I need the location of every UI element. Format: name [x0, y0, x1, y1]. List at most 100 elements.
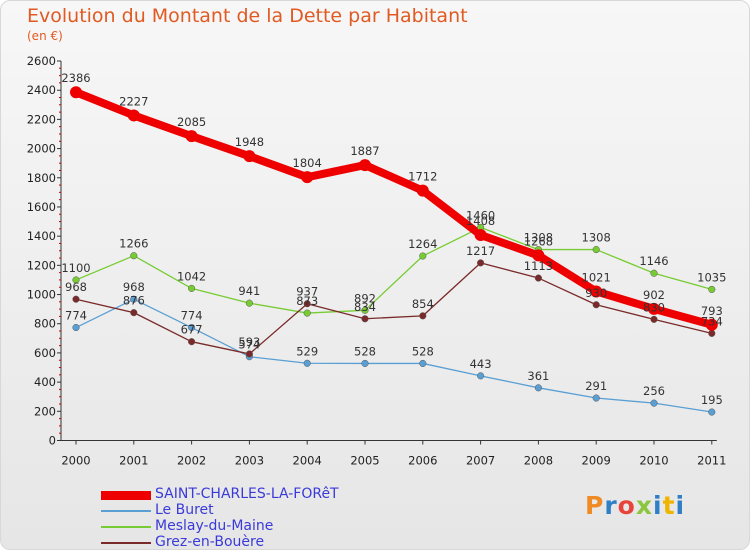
x-tick-label: 2010 — [639, 454, 668, 468]
data-point — [419, 359, 427, 367]
data-label: 774 — [65, 309, 87, 323]
series-line — [75, 226, 713, 314]
data-point — [708, 285, 716, 293]
data-point — [532, 249, 545, 262]
data-label: 1100 — [61, 261, 90, 275]
data-label: 528 — [354, 344, 376, 358]
data-point — [72, 276, 80, 284]
data-label: 1948 — [235, 135, 264, 149]
data-point — [650, 269, 658, 277]
data-label: 968 — [65, 280, 87, 294]
data-labels: 774 968 774 574 529 528 528 443 361 291 256 195 1100… — [61, 71, 726, 407]
y-tick-label: 1800 — [27, 171, 56, 185]
data-label: 834 — [354, 300, 376, 314]
data-label: 528 — [412, 344, 434, 358]
legend-swatch — [101, 542, 151, 544]
data-label: 1712 — [408, 170, 437, 184]
data-point — [590, 285, 603, 298]
data-point — [534, 384, 542, 392]
data-label: 529 — [296, 344, 318, 358]
data-point — [303, 309, 311, 317]
logo-letter: t — [662, 491, 676, 520]
x-tick-label: 2000 — [61, 454, 90, 468]
series-points — [70, 86, 718, 416]
data-point — [592, 301, 600, 309]
y-tick-label: 2600 — [27, 54, 56, 68]
x-tick-label: 2001 — [119, 454, 148, 468]
legend-swatch — [101, 510, 151, 512]
chart-title: Evolution du Montant de la Dette par Hab… — [27, 5, 468, 27]
logo-letter: r — [604, 491, 618, 520]
series-line — [75, 262, 713, 355]
x-tick-label: 2005 — [350, 454, 379, 468]
data-point — [419, 312, 427, 320]
data-point — [477, 372, 485, 380]
legend-label: Grez-en-Bouère — [155, 534, 265, 550]
data-point — [72, 295, 80, 303]
data-point — [245, 350, 253, 358]
data-label: 1113 — [524, 259, 553, 273]
data-point — [301, 171, 314, 184]
data-label: 854 — [412, 297, 434, 311]
data-point — [534, 274, 542, 282]
data-label: 2085 — [177, 115, 206, 129]
data-label: 443 — [470, 357, 492, 371]
proxiti-logo: Proxiti — [585, 491, 685, 520]
data-label: 1804 — [293, 156, 322, 170]
data-point — [708, 329, 716, 337]
y-tick-label: 2200 — [27, 112, 56, 126]
data-label: 1308 — [524, 231, 553, 245]
y-tick-label: 400 — [34, 375, 56, 389]
legend-swatch — [101, 490, 151, 500]
data-point — [416, 184, 429, 197]
data-label: 937 — [296, 285, 318, 299]
data-label: 876 — [123, 294, 145, 308]
data-point — [359, 159, 371, 172]
x-tick-label: 2003 — [235, 454, 264, 468]
logo-letter: P — [585, 491, 605, 520]
data-label: 774 — [181, 309, 203, 323]
data-label: 2227 — [119, 94, 148, 108]
legend-swatch — [101, 526, 151, 528]
data-point — [70, 86, 82, 99]
y-tick-label: 600 — [34, 346, 56, 360]
data-point — [650, 315, 658, 323]
series-line — [75, 298, 713, 413]
data-label: 291 — [585, 379, 607, 393]
tick-labels: 0 200 400 600 800 1000 1200 1400 1600 1800 2000 220… — [27, 54, 727, 468]
data-point — [361, 306, 369, 314]
y-tick-label: 200 — [34, 404, 56, 418]
data-label: 968 — [123, 280, 145, 294]
data-label: 1887 — [350, 144, 379, 158]
data-point — [188, 323, 196, 332]
data-point — [592, 394, 600, 402]
data-label: 593 — [238, 335, 260, 349]
data-label: 1264 — [408, 237, 437, 251]
y-tick-label: 0 — [49, 434, 56, 448]
data-point — [130, 309, 138, 317]
y-tick-label: 2400 — [27, 83, 56, 97]
data-point — [474, 228, 487, 241]
y-tick-label: 1200 — [27, 258, 56, 272]
data-label: 734 — [701, 314, 723, 328]
data-label: 256 — [643, 384, 665, 398]
chart-unit: (en €) — [27, 29, 63, 43]
data-label: 574 — [238, 338, 260, 352]
data-label: 1308 — [582, 231, 611, 245]
x-tick-label: 2004 — [293, 454, 322, 468]
data-point — [185, 130, 198, 143]
x-tick-label: 2008 — [524, 454, 553, 468]
legend-label: Le Buret — [155, 502, 214, 518]
x-tick-label: 2007 — [466, 454, 495, 468]
data-point — [188, 284, 196, 292]
data-label: 1217 — [466, 244, 495, 258]
data-point — [127, 109, 140, 122]
data-label: 195 — [701, 393, 723, 407]
data-label: 1460 — [466, 208, 495, 222]
x-tick-label: 2009 — [582, 454, 611, 468]
data-point — [361, 359, 369, 367]
data-point — [708, 408, 716, 416]
data-label: 1408 — [466, 214, 495, 228]
